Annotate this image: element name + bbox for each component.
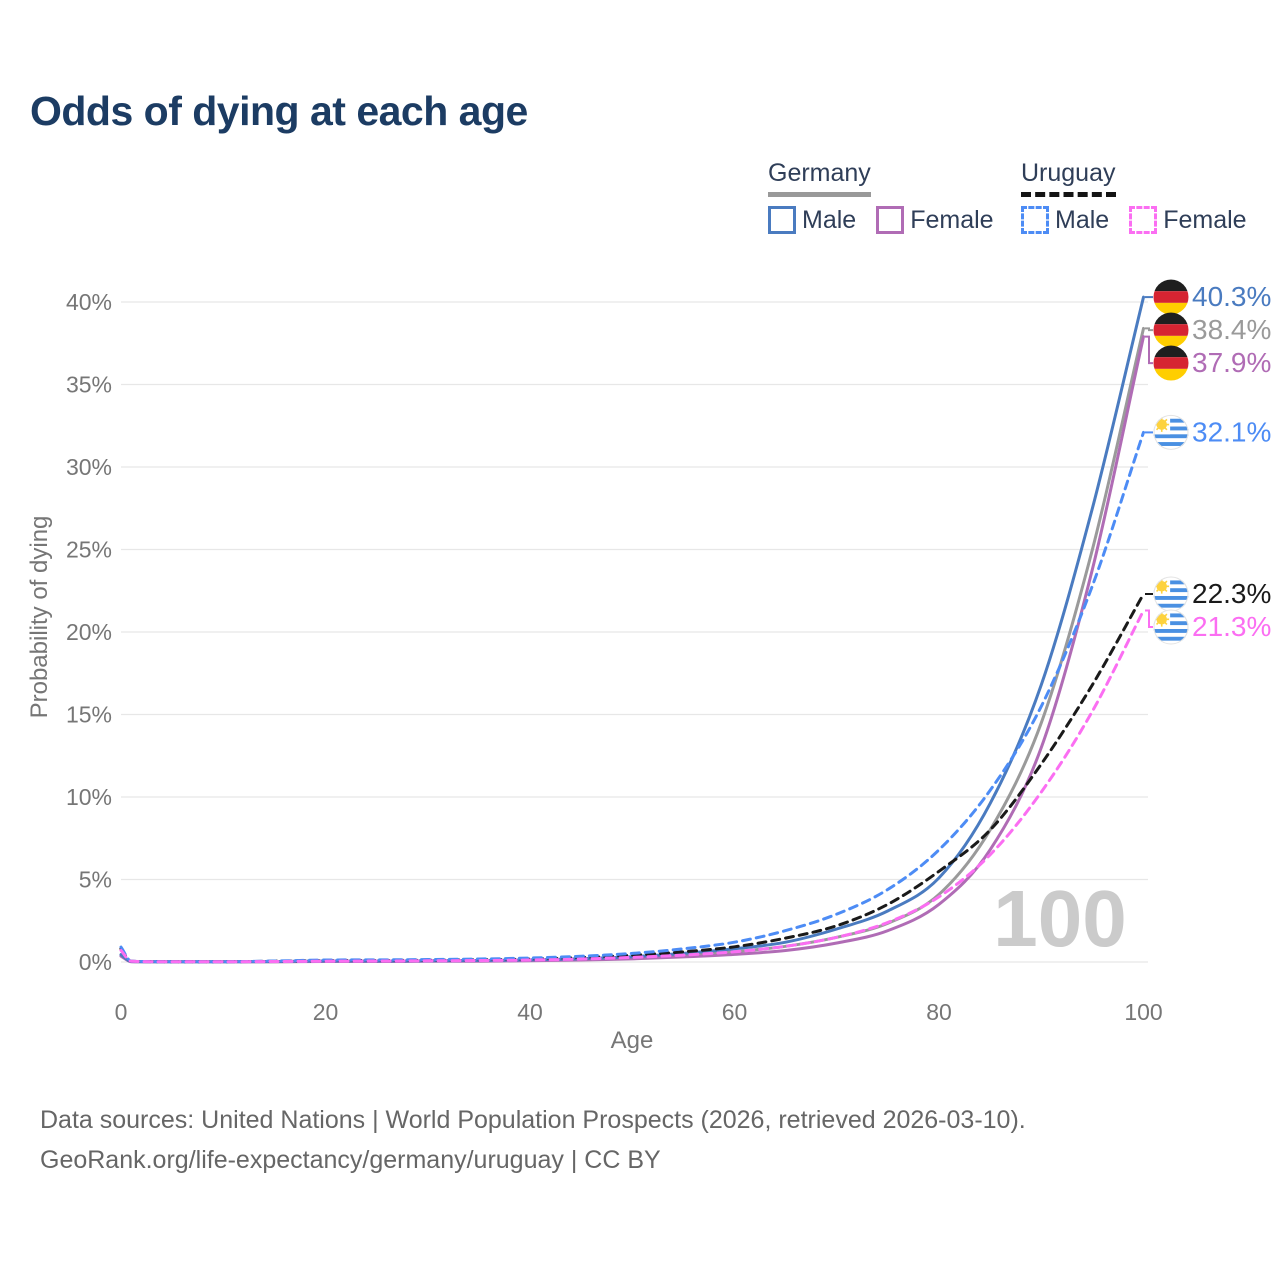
y-tick-label: 30%: [66, 454, 112, 480]
end-value-label: 22.3%: [1192, 578, 1271, 609]
x-tick-label: 100: [1124, 999, 1162, 1025]
y-tick-label: 35%: [66, 372, 112, 398]
legend-group-germany: Germany Male Female: [768, 159, 1014, 235]
legend-item-label: Female: [1163, 205, 1247, 234]
y-tick-label: 20%: [66, 619, 112, 645]
legend-item-label: Male: [1055, 205, 1110, 234]
end-label-germany-both-sexes: 38.4%: [1145, 312, 1271, 348]
y-tick-label: 15%: [66, 702, 112, 728]
uruguay-flag-icon: [1153, 576, 1189, 612]
label-connector: [1145, 609, 1153, 628]
chart-line-uruguay-male[interactable]: [119, 430, 1145, 964]
label-connector: [1145, 327, 1153, 332]
legend-group-label-germany[interactable]: Germany: [768, 159, 871, 197]
chart-line-uruguay-both-sexes[interactable]: [119, 592, 1145, 964]
x-tick-label: 20: [313, 999, 339, 1025]
uruguay-female-line-swatch-icon: [1129, 206, 1158, 234]
end-value-label: 21.3%: [1192, 611, 1271, 642]
y-tick-label: 10%: [66, 784, 112, 810]
chart-line-uruguay-female[interactable]: [119, 609, 1145, 964]
chart-line-germany-female[interactable]: [119, 335, 1145, 964]
legend-group-uruguay: Uruguay Male Female: [1021, 159, 1267, 235]
y-tick-label: 0%: [79, 949, 112, 975]
uruguay-male-line-swatch-icon: [1021, 206, 1049, 234]
end-value-label: 38.4%: [1192, 314, 1271, 345]
end-label-uruguay-both-sexes: 22.3%: [1145, 576, 1271, 612]
germany-female-line-swatch-icon: [876, 206, 905, 234]
legend-item-label: Male: [802, 205, 857, 234]
x-axis-title: Age: [611, 1027, 654, 1054]
x-tick-label: 60: [722, 999, 748, 1025]
end-value-label: 37.9%: [1192, 347, 1271, 378]
y-tick-label: 5%: [79, 867, 112, 893]
page-title: Odds of dying at each age: [30, 88, 528, 134]
uruguay-flag-icon: [1153, 609, 1189, 645]
germany-flag-icon: [1153, 345, 1189, 381]
legend-item-uruguay-female[interactable]: Female: [1129, 205, 1247, 235]
germany-male-line-swatch-icon: [768, 206, 796, 234]
age-counter-watermark: 100: [993, 874, 1126, 963]
end-label-germany-male: 40.3%: [1145, 279, 1271, 315]
legend-header-uruguay[interactable]: Uruguay: [1021, 159, 1267, 197]
germany-flag-icon: [1153, 279, 1189, 315]
x-tick-label: 80: [926, 999, 952, 1025]
legend-group-label-uruguay[interactable]: Uruguay: [1021, 159, 1116, 197]
end-label-uruguay-female: 21.3%: [1145, 609, 1271, 645]
y-axis-title: Probability of dying: [26, 516, 53, 719]
chart-line-germany-male[interactable]: [119, 295, 1145, 964]
germany-flag-icon: [1153, 312, 1189, 348]
data-sources-text: Data sources: United Nations | World Pop…: [40, 1106, 1026, 1134]
legend-header-germany[interactable]: Germany: [768, 159, 1014, 197]
end-label-germany-female: 37.9%: [1145, 335, 1271, 381]
legend-item-label: Female: [910, 205, 994, 234]
end-value-label: 32.1%: [1192, 416, 1271, 447]
uruguay-flag-icon: [1153, 414, 1189, 450]
end-label-uruguay-male: 32.1%: [1145, 414, 1271, 450]
legend-item-uruguay-male[interactable]: Male: [1021, 206, 1109, 235]
end-value-label: 40.3%: [1192, 281, 1271, 312]
legend-item-germany-male[interactable]: Male: [768, 206, 856, 235]
x-tick-label: 40: [517, 999, 543, 1025]
y-tick-label: 25%: [66, 537, 112, 563]
chart-line-germany-both-sexes[interactable]: [119, 326, 1145, 964]
x-tick-label: 0: [115, 999, 128, 1025]
label-connector: [1145, 335, 1153, 365]
attribution-text: GeoRank.org/life-expectancy/germany/urug…: [40, 1146, 661, 1174]
y-tick-label: 40%: [66, 289, 112, 315]
legend-item-germany-female[interactable]: Female: [876, 205, 994, 235]
